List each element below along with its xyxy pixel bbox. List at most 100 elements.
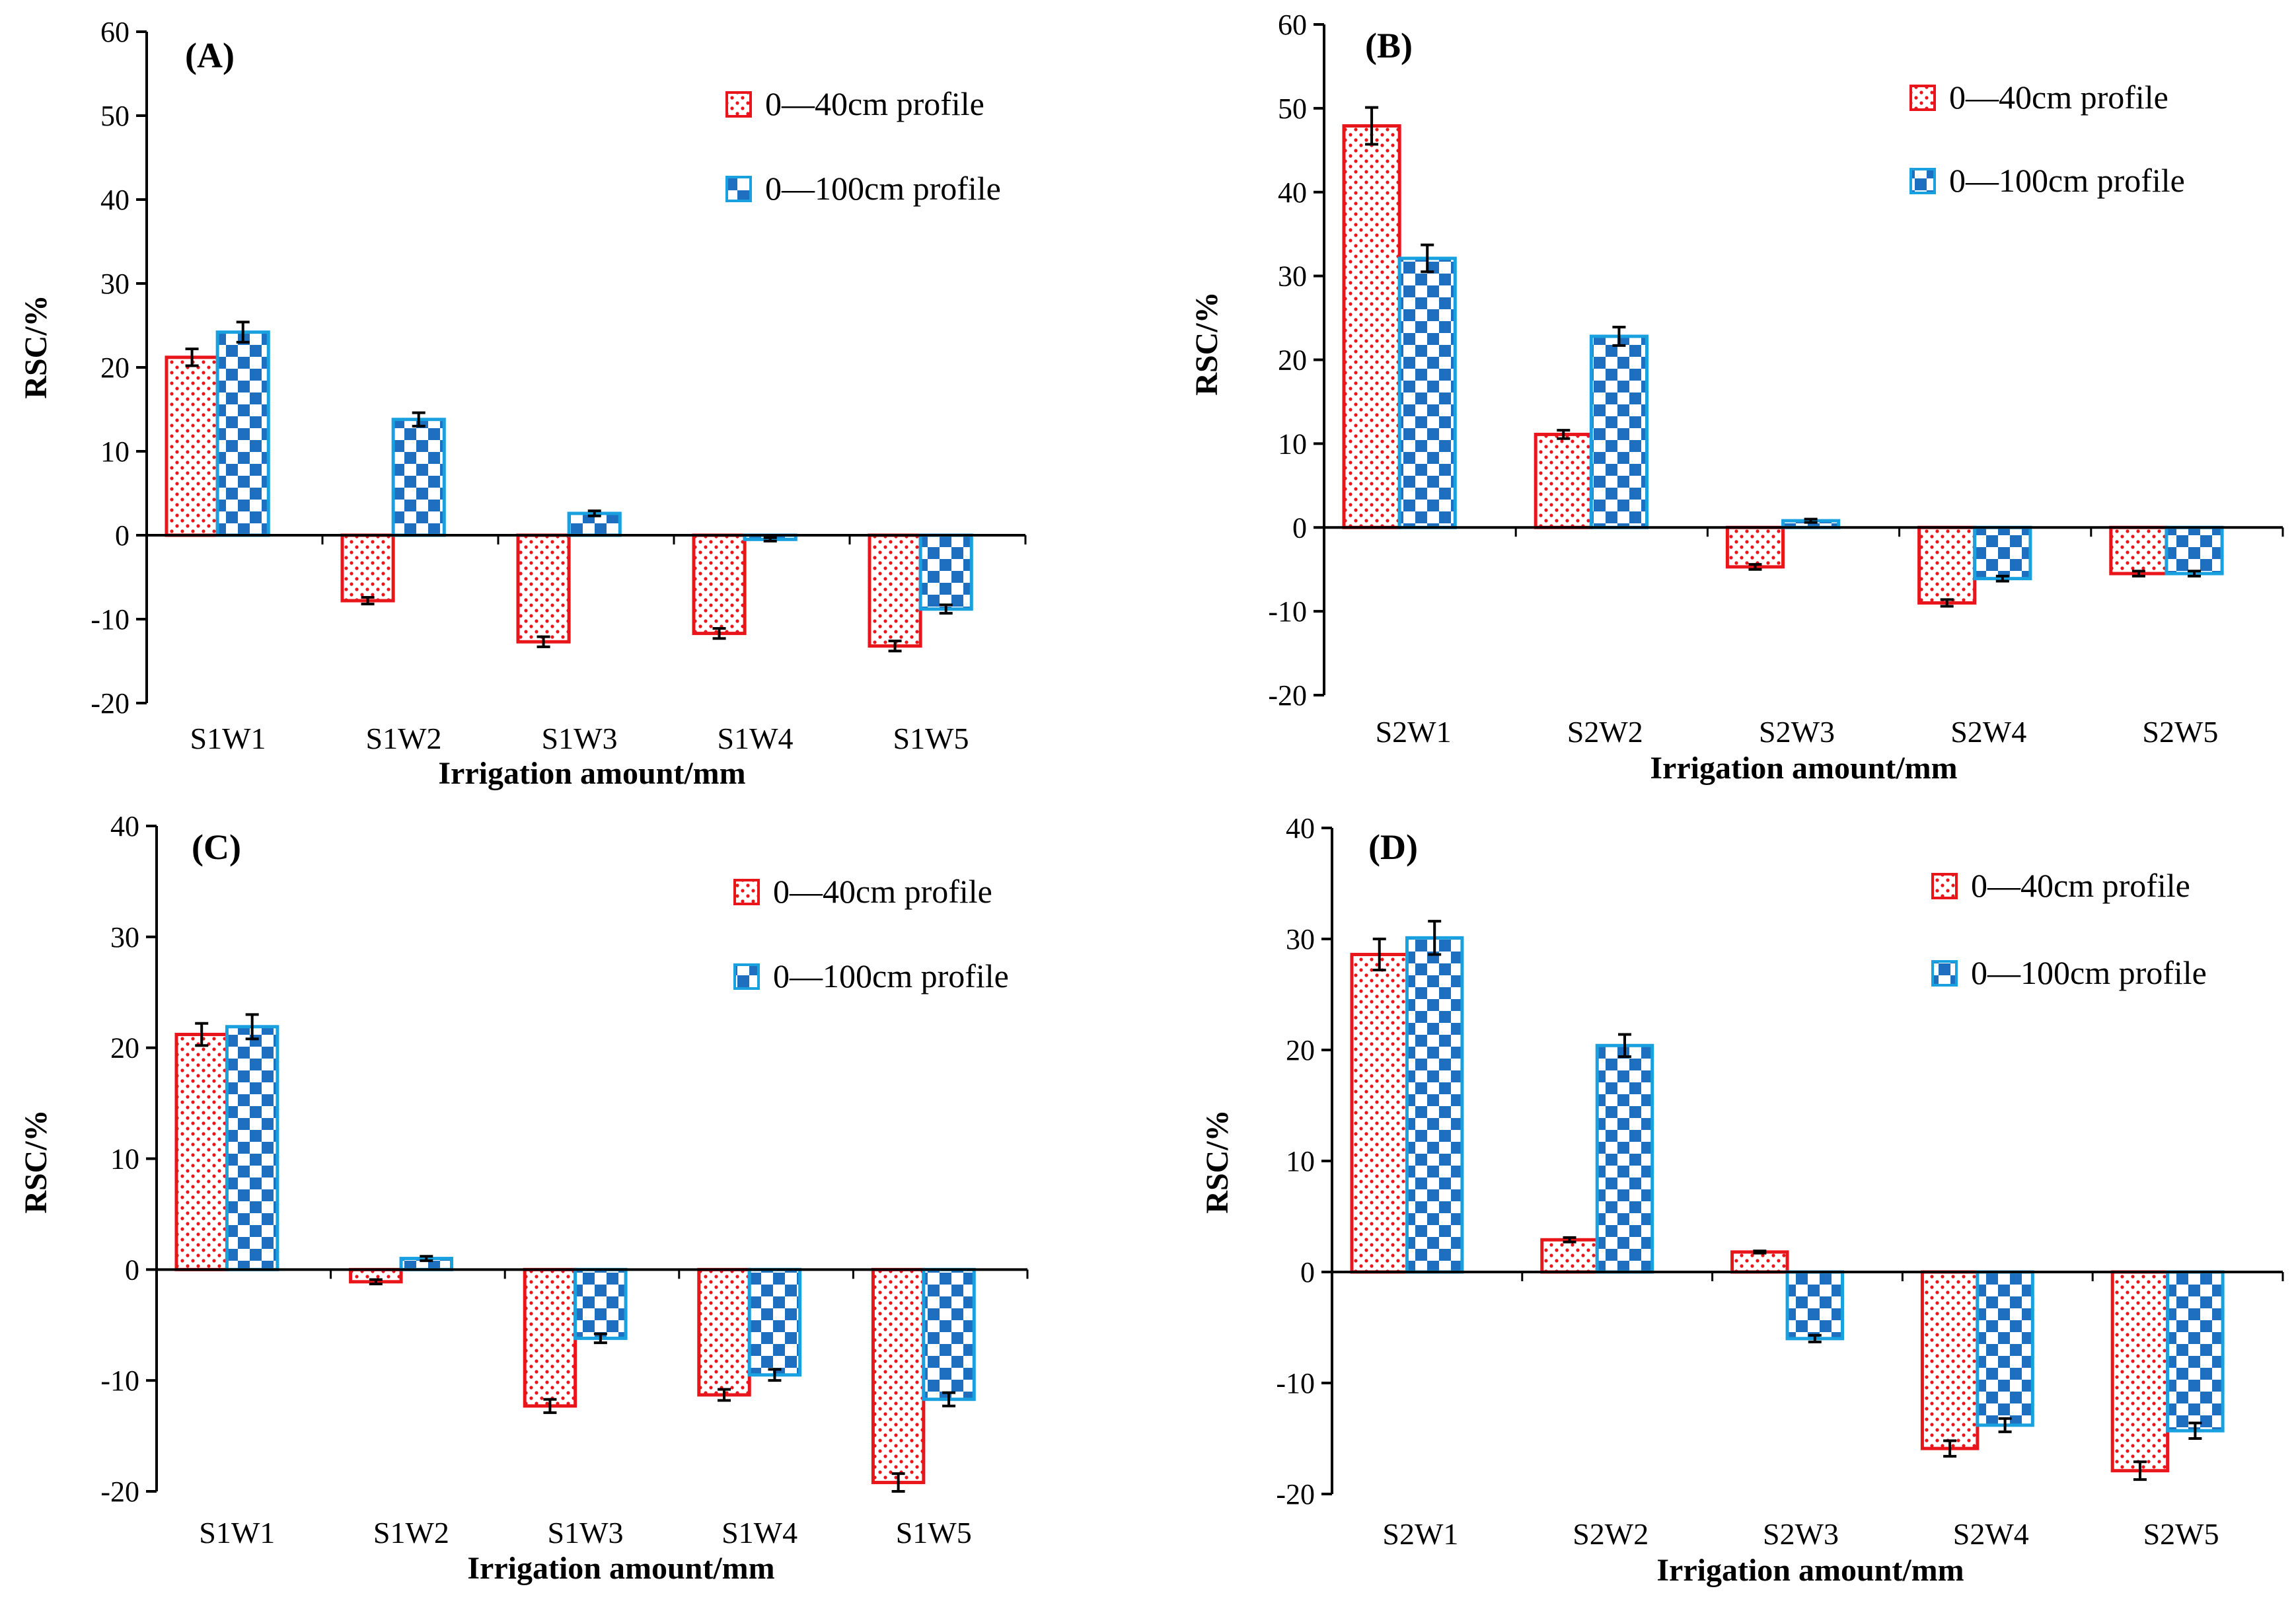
- error-bar: [537, 635, 550, 648]
- bar-0-40cm-s2w3: [1730, 1250, 1789, 1274]
- category-label: S1W4: [722, 1516, 797, 1550]
- error-bar: [942, 1391, 956, 1407]
- category-label: S2W3: [1763, 1517, 1839, 1551]
- bar-0-40cm-s1w1: [174, 1033, 229, 1271]
- y-tick-label: 20: [1278, 344, 1307, 377]
- error-bar: [2131, 570, 2145, 578]
- category-label: S2W3: [1759, 715, 1835, 749]
- error-bar: [369, 1278, 383, 1286]
- bar-0-40cm-s1w4: [697, 1267, 751, 1397]
- legend-swatch: [725, 91, 752, 118]
- y-tick-label: 10: [100, 435, 130, 468]
- bar-0-40cm-s1w4: [692, 533, 747, 636]
- error-bar: [1808, 1333, 1822, 1343]
- error-bar: [718, 1388, 731, 1402]
- error-bar: [891, 1472, 905, 1493]
- category-label: S1W5: [893, 722, 969, 755]
- y-tick-label: -10: [1268, 595, 1307, 628]
- legend-swatch: [733, 879, 760, 905]
- bar-0-40cm-s1w5: [871, 1267, 926, 1485]
- bar-0-100cm-s1w5: [918, 533, 973, 611]
- bar-0-40cm-s1w1: [165, 355, 219, 537]
- y-tick-label: 20: [110, 1032, 139, 1065]
- error-bar: [1563, 1236, 1576, 1244]
- error-bar: [1428, 920, 1442, 956]
- category-label: S1W1: [190, 722, 266, 755]
- chart-panel: -20 -10 0 10 20 30 40 S2W1 S2W2 S2W3 S2W4 S2W5 Irrig…: [1200, 812, 2284, 1588]
- error-bar: [412, 411, 426, 428]
- error-bar: [768, 1368, 782, 1382]
- error-bar: [763, 536, 777, 542]
- y-tick-label: 30: [110, 921, 139, 953]
- legend-label: 0—100cm profile: [765, 170, 1001, 207]
- legend-swatch: [1909, 85, 1936, 111]
- category-label: S2W4: [1950, 715, 2026, 749]
- category-label: S1W1: [199, 1516, 275, 1550]
- category-label: S2W1: [1376, 715, 1452, 749]
- legend-item: 0—40cm profile: [733, 873, 992, 910]
- error-bar: [1995, 574, 2009, 583]
- category-label: S1W4: [718, 722, 794, 755]
- error-bar: [1748, 563, 1762, 571]
- error-bar: [1804, 517, 1818, 524]
- bar-0-100cm-s1w1: [215, 330, 270, 537]
- legend-item: 0—40cm profile: [1931, 867, 2190, 904]
- legend-label: 0—100cm profile: [1949, 162, 2185, 199]
- bar-0-100cm-s1w3: [574, 1267, 628, 1340]
- y-tick-label: 60: [100, 16, 130, 48]
- bar-0-40cm-s1w5: [868, 533, 922, 648]
- y-tick-label: 20: [100, 352, 130, 384]
- bar-0-40cm-s2w5: [2110, 1270, 2170, 1473]
- bar-0-100cm-s2w2: [1595, 1043, 1654, 1274]
- error-bar: [2188, 570, 2202, 578]
- category-label: S2W4: [1953, 1517, 2029, 1551]
- x-axis-title: Irrigation amount/mm: [1656, 1553, 1964, 1588]
- y-tick-label: -10: [100, 1364, 139, 1397]
- legend-item: 0—100cm profile: [733, 957, 1009, 994]
- bar-0-100cm-s1w2: [391, 418, 446, 537]
- legend-label: 0—40cm profile: [765, 85, 984, 122]
- error-bar: [2188, 1421, 2202, 1440]
- legend-item: 0—40cm profile: [1909, 79, 2168, 116]
- chart-panel: -20 -10 0 10 20 30 40 50 60 S2W1 S2W2 S2W3 S2W4 S2W5 I…: [1189, 9, 2284, 786]
- chart-panel: -20 -10 0 10 20 30 40 50 60 S1W1 S1W2 S1W3 S1W4 S1W5 I…: [19, 16, 1027, 791]
- y-tick-label: 30: [1278, 260, 1307, 293]
- y-tick-label: 0: [125, 1253, 139, 1286]
- bar-0-40cm-s1w3: [523, 1267, 577, 1408]
- error-bar: [1421, 243, 1434, 274]
- legend-label: 0—100cm profile: [773, 957, 1009, 994]
- bar-0-40cm-s2w1: [1342, 124, 1401, 529]
- error-bar: [1372, 938, 1386, 972]
- y-tick-label: -20: [1268, 679, 1307, 712]
- error-bar: [888, 640, 902, 653]
- error-bar: [939, 603, 953, 615]
- panel-label: (D): [1368, 827, 1418, 867]
- category-label: S1W3: [542, 722, 618, 755]
- error-bar: [1753, 1250, 1767, 1255]
- y-tick-label: -20: [100, 1476, 139, 1508]
- bar-0-40cm-s2w2: [1540, 1238, 1599, 1274]
- y-tick-label: 0: [1292, 511, 1307, 544]
- legend-label: 0—40cm profile: [773, 873, 992, 910]
- error-bar: [543, 1398, 557, 1414]
- category-label: S2W5: [2143, 1517, 2219, 1551]
- panel-label: (B): [1365, 26, 1413, 65]
- error-bar: [195, 1022, 209, 1047]
- bar-0-100cm-s1w5: [922, 1267, 976, 1401]
- error-bar: [1943, 1439, 1957, 1458]
- bar-0-100cm-s2w5: [2166, 1270, 2225, 1433]
- legend-item: 0—100cm profile: [725, 170, 1001, 207]
- y-tick-label: 40: [110, 810, 139, 842]
- bar-0-100cm-s2w4: [1976, 1270, 2034, 1427]
- bar-0-100cm-s1w4: [747, 1267, 802, 1377]
- y-tick-label: 10: [1278, 428, 1307, 460]
- bar-0-40cm-s2w4: [1920, 1270, 1980, 1450]
- error-bar: [185, 348, 199, 367]
- y-tick-label: 10: [110, 1143, 139, 1176]
- category-label: S2W5: [2142, 715, 2218, 749]
- error-bar: [1998, 1417, 2012, 1433]
- chart-panel: -20 -10 0 10 20 30 40 S1W1 S1W2 S1W3 S1W4 S1W5 Irrig…: [19, 810, 1029, 1586]
- y-tick-label: 40: [1286, 812, 1315, 844]
- y-tick-label: 50: [1278, 93, 1307, 125]
